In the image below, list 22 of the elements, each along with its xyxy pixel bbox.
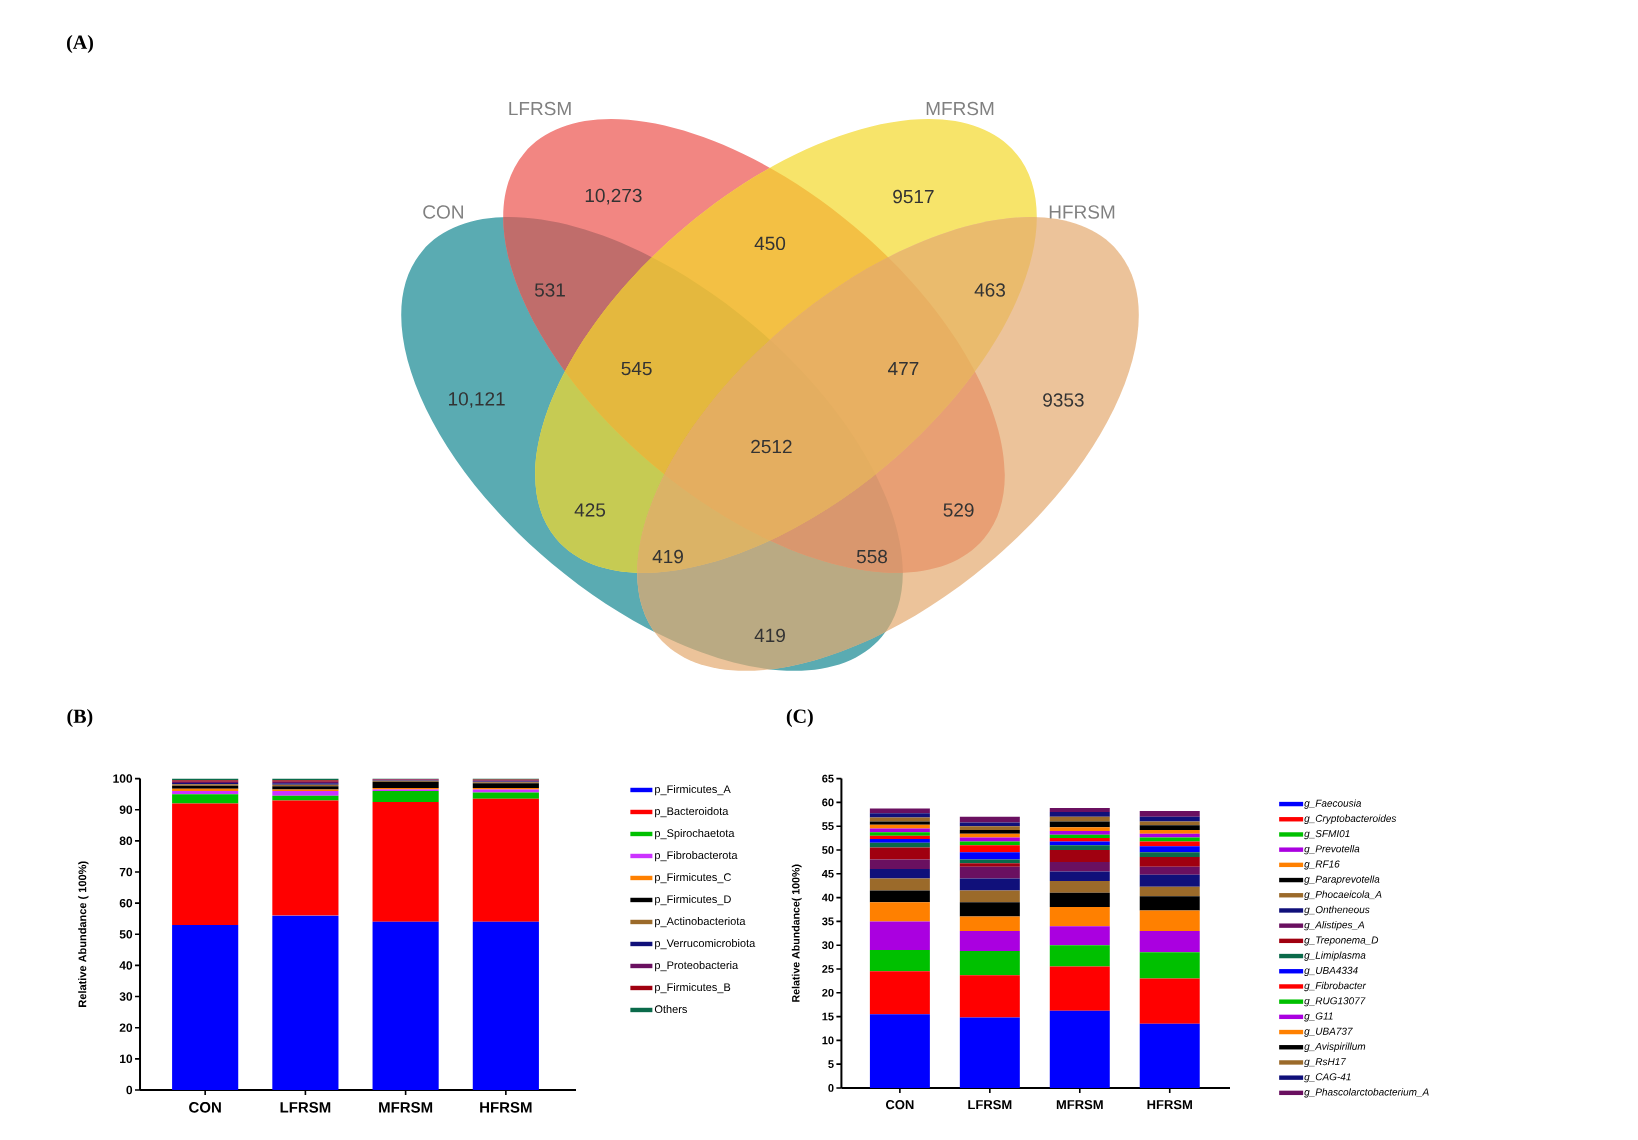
text: LFRSM [509, 101, 571, 116]
text: (A) [67, 34, 93, 54]
text: 529 [943, 503, 974, 517]
text: 10,121 [449, 392, 505, 408]
text: HFRSM [1049, 205, 1115, 219]
text: 9353 [1043, 393, 1084, 407]
text: 531 [534, 283, 565, 297]
text: 545 [621, 361, 652, 376]
text: 425 [574, 503, 606, 517]
text: MFRSM [926, 101, 994, 116]
text: 9517 [893, 189, 934, 204]
chart-title: (C) [786, 708, 813, 728]
text: 10,273 [585, 188, 642, 205]
text: CON [423, 205, 463, 219]
chart-title: (B) [67, 708, 93, 728]
text: 450 [754, 236, 786, 251]
text: 477 [888, 362, 919, 376]
text: 558 [856, 549, 888, 564]
text: 419 [652, 549, 683, 564]
text: 2512 [751, 439, 792, 454]
text: 463 [974, 283, 1006, 297]
text: 419 [754, 628, 785, 643]
